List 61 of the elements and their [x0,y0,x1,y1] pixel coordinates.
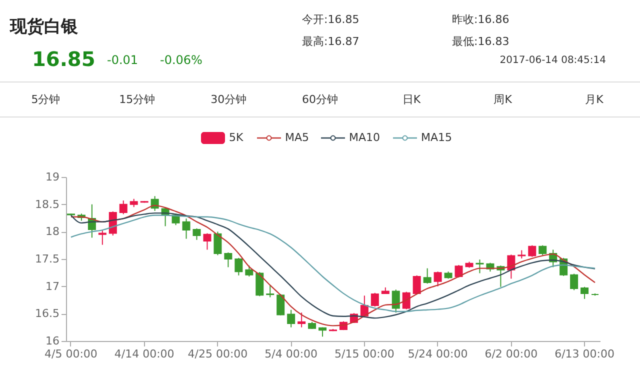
y-tick-label: 16 [46,334,60,348]
candlestick [570,273,578,291]
legend-label: 5K [229,131,244,144]
x-tick-label: 4/25 00:00 [188,348,248,360]
y-tick-label: 19 [46,170,60,184]
candlestick [412,274,421,296]
y-tick-label: 17.5 [35,252,60,266]
x-tick-label: 6/2 00:00 [484,348,538,360]
x-tick-label: 6/13 00:00 [554,348,614,360]
candlestick [245,265,254,277]
candlestick [392,289,400,314]
candlestick [276,293,285,316]
text: 最高:16.87 [302,35,360,48]
candlestick [580,286,589,300]
candlestick [298,312,306,328]
text: 5分钟 [31,93,60,106]
candlestick [203,232,212,250]
candlestick [192,228,201,240]
x-tick-label: 4/14 00:00 [114,348,174,360]
x-tick-label: 5/15 00:00 [334,348,394,360]
candlestick [266,284,274,298]
candlestick [98,230,106,246]
x-tick-label: 5/4 00:00 [264,348,318,360]
y-tick-label: 16.5 [35,307,60,320]
text: 15分钟 [119,93,156,106]
chart-title: 现货白银 [9,17,79,37]
legend-label: MA10 [349,131,380,144]
candlestick [224,252,232,268]
candlestick [119,200,128,215]
text: 日K [402,93,422,106]
text: 16.85 [32,47,96,71]
candlestick [256,272,264,297]
candlestick [402,291,410,310]
text: -0.06% [160,53,202,67]
y-tick-label: 18 [46,225,60,238]
candlestick [370,292,379,308]
text: -0.01 [107,53,138,67]
legend-label: MA5 [285,131,310,144]
candlestick [423,268,432,284]
text: 周K [494,93,513,106]
y-tick-label: 17 [46,280,60,293]
legend-label: MA15 [421,131,452,144]
text: 最低:16.83 [452,35,510,48]
candlestick [182,218,190,240]
text: 今开:16.85 [302,13,360,26]
candlestick [538,244,547,256]
candlestick [528,244,536,258]
candlestick [214,231,222,256]
x-tick-label: 5/24 00:00 [408,348,468,360]
text: 昨收:16.86 [452,13,510,26]
text: 60分钟 [302,93,338,106]
candlestick [234,257,243,276]
candlestick [287,309,296,328]
candlestick [476,259,484,274]
text: 月K [585,93,604,106]
x-tick-label: 4/5 00:00 [44,348,98,360]
text: 2017-06-14 08:45:14 [500,55,606,66]
y-tick-label: 18.5 [35,198,60,211]
candlestick [454,264,463,278]
text: 30分钟 [210,93,247,106]
candlestick [434,271,442,287]
